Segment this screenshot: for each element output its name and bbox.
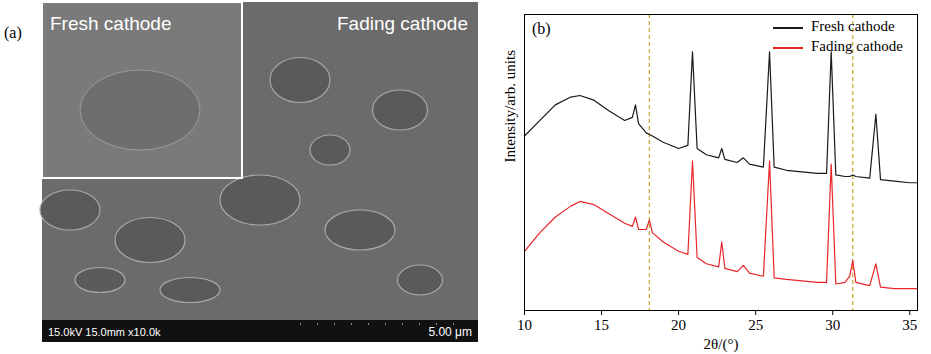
- svg-text:10: 10: [517, 317, 532, 333]
- svg-text:15: 15: [594, 317, 609, 333]
- svg-text:30: 30: [825, 317, 840, 333]
- svg-text:Fresh cathode: Fresh cathode: [50, 13, 171, 34]
- svg-text:20: 20: [671, 317, 686, 333]
- svg-text:Fading cathode: Fading cathode: [337, 13, 468, 34]
- svg-text:25: 25: [748, 317, 763, 333]
- svg-text:15.0kV 15.0mm x10.0k: 15.0kV 15.0mm x10.0k: [48, 326, 161, 338]
- html-text:Fading cathode: Fading cathode: [810, 38, 903, 54]
- html-text:(b): (b): [532, 20, 551, 37]
- svg-text:Intensity/arb. units: Intensity/arb. units: [502, 50, 518, 163]
- svg-text:(a): (a): [4, 24, 22, 42]
- html-text:Fresh cathode: Fresh cathode: [810, 18, 895, 34]
- svg-text:35: 35: [902, 317, 917, 333]
- svg-text:5.00 μm: 5.00 μm: [428, 325, 472, 339]
- svg-text:2θ/(°): 2θ/(°): [704, 336, 739, 353]
